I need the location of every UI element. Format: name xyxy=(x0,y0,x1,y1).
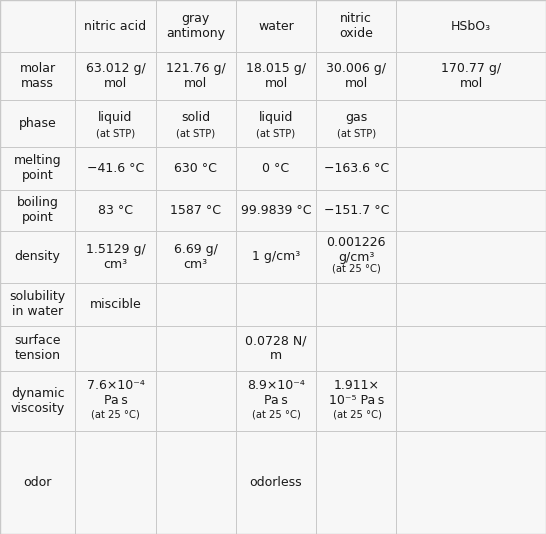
Text: water: water xyxy=(258,20,294,33)
Text: molar
mass: molar mass xyxy=(20,62,56,90)
Text: solubility
in water: solubility in water xyxy=(10,290,66,318)
Text: (at STP): (at STP) xyxy=(96,129,135,139)
Text: (at 25 °C): (at 25 °C) xyxy=(330,410,382,420)
Text: (at 25 °C): (at 25 °C) xyxy=(332,263,381,273)
Text: 83 °C: 83 °C xyxy=(98,203,133,217)
Text: (at STP): (at STP) xyxy=(257,129,295,139)
Text: boiling
point: boiling point xyxy=(17,196,58,224)
Text: liquid: liquid xyxy=(259,111,293,124)
Text: nitric acid: nitric acid xyxy=(85,20,146,33)
Text: (at 25 °C): (at 25 °C) xyxy=(91,410,140,420)
Text: 0 °C: 0 °C xyxy=(263,162,289,175)
Text: 7.6×10⁻⁴
Pa s: 7.6×10⁻⁴ Pa s xyxy=(87,380,144,407)
Text: 630 °C: 630 °C xyxy=(174,162,217,175)
Text: 1 g/cm³: 1 g/cm³ xyxy=(252,250,300,263)
Text: dynamic
viscosity: dynamic viscosity xyxy=(10,387,65,415)
Text: 0.0728 N/
m: 0.0728 N/ m xyxy=(245,334,307,363)
Text: HSbO₃: HSbO₃ xyxy=(451,20,491,33)
Text: 18.015 g/
mol: 18.015 g/ mol xyxy=(246,62,306,90)
Text: (at STP): (at STP) xyxy=(337,129,376,139)
Text: melting
point: melting point xyxy=(14,154,62,182)
Text: solid: solid xyxy=(181,111,210,124)
Text: 63.012 g/
mol: 63.012 g/ mol xyxy=(86,62,145,90)
Text: gray
antimony: gray antimony xyxy=(166,12,225,40)
Text: surface
tension: surface tension xyxy=(14,334,61,363)
Text: 121.76 g/
mol: 121.76 g/ mol xyxy=(166,62,225,90)
Text: 30.006 g/
mol: 30.006 g/ mol xyxy=(327,62,386,90)
Text: 1587 °C: 1587 °C xyxy=(170,203,221,217)
Text: miscible: miscible xyxy=(90,298,141,311)
Text: −163.6 °C: −163.6 °C xyxy=(324,162,389,175)
Text: 1.911×
10⁻⁵ Pa s: 1.911× 10⁻⁵ Pa s xyxy=(329,380,384,407)
Text: 170.77 g/
mol: 170.77 g/ mol xyxy=(441,62,501,90)
Text: gas: gas xyxy=(345,111,367,124)
Text: −151.7 °C: −151.7 °C xyxy=(324,203,389,217)
Text: nitric
oxide: nitric oxide xyxy=(339,12,373,40)
Text: odor: odor xyxy=(23,476,52,489)
Text: odorless: odorless xyxy=(250,476,302,489)
Text: phase: phase xyxy=(19,117,57,130)
Text: 8.9×10⁻⁴
Pa s: 8.9×10⁻⁴ Pa s xyxy=(247,380,305,407)
Text: 0.001226
g/cm³: 0.001226 g/cm³ xyxy=(327,236,386,264)
Text: (at 25 °C): (at 25 °C) xyxy=(252,410,300,420)
Text: density: density xyxy=(15,250,61,263)
Text: 6.69 g/
cm³: 6.69 g/ cm³ xyxy=(174,243,218,271)
Text: 99.9839 °C: 99.9839 °C xyxy=(241,203,311,217)
Text: (at STP): (at STP) xyxy=(176,129,215,139)
Text: −41.6 °C: −41.6 °C xyxy=(87,162,144,175)
Text: liquid: liquid xyxy=(98,111,133,124)
Text: 1.5129 g/
cm³: 1.5129 g/ cm³ xyxy=(86,243,145,271)
